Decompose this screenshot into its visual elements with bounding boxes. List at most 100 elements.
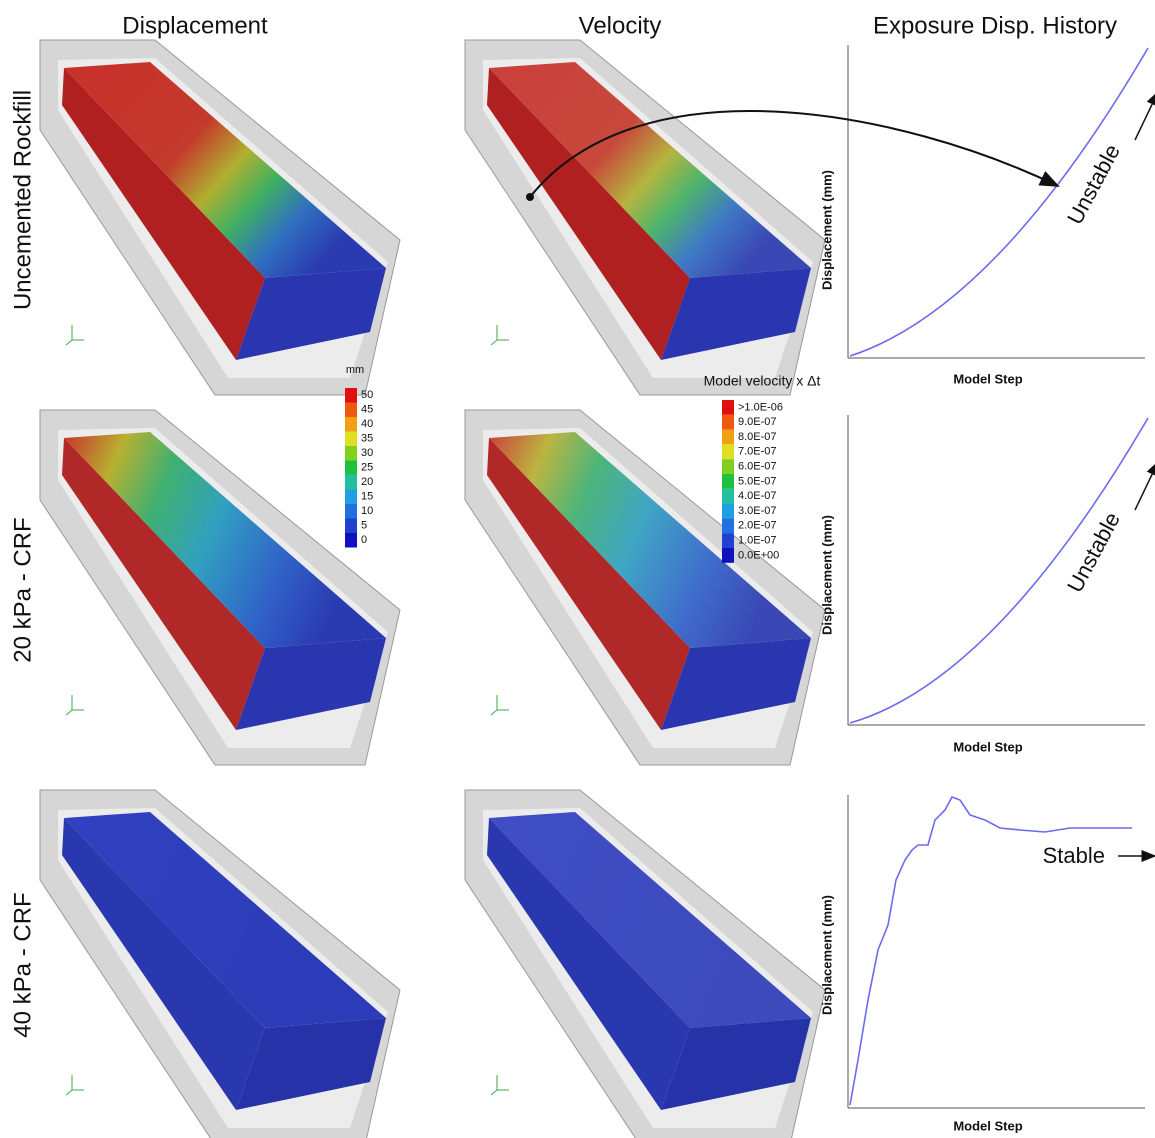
legend-swatch (722, 474, 734, 489)
history-chart: Displacement (mm) Model Step Stable (819, 795, 1155, 1133)
side-face (62, 438, 265, 730)
top-face (489, 432, 811, 648)
legend-label: 1.0E-07 (738, 535, 777, 547)
legend-swatch (345, 475, 357, 490)
curve (849, 417, 1149, 724)
end-face (661, 268, 811, 360)
top-face (489, 62, 811, 278)
legend-swatch (345, 431, 357, 446)
column-header: Velocity (579, 12, 662, 39)
legend-label: 4.0E-07 (738, 490, 777, 502)
annotation: Unstable (1062, 508, 1125, 596)
legend-label: 0.0E+00 (738, 549, 779, 561)
curve (849, 796, 1132, 1106)
legend-label: 20 (361, 476, 373, 488)
legend-swatch (722, 459, 734, 474)
legend-label: >1.0E-06 (738, 401, 783, 413)
x-axis-label: Model Step (953, 371, 1022, 386)
legend-label: 5 (361, 520, 367, 532)
legend-swatch (722, 414, 734, 430)
legend-swatch (345, 417, 357, 432)
top-face (64, 812, 386, 1028)
axis-triad (65, 325, 84, 346)
annotation: Unstable (1062, 140, 1125, 228)
pointer-dot (526, 193, 534, 201)
legend-label: 8.0E-07 (738, 431, 777, 443)
legend-label: 2.0E-07 (738, 520, 777, 532)
legend-swatch (722, 488, 734, 504)
x-axis-label: Model Step (953, 739, 1022, 754)
end-face (236, 268, 386, 360)
column-header: Displacement (122, 12, 268, 39)
arrow (1134, 90, 1155, 141)
legend-label: 6.0E-07 (738, 461, 777, 473)
legend-swatch (345, 460, 357, 475)
legend-swatch (345, 446, 357, 461)
end-face (236, 638, 386, 730)
legend-title: Model velocity x Δt (704, 373, 821, 389)
side-face (62, 68, 265, 360)
legend-label: 9.0E-07 (738, 416, 777, 428)
history-chart: Displacement (mm) Model Step Unstable (819, 415, 1155, 754)
axis-triad (65, 695, 84, 716)
top-face (64, 432, 386, 648)
model-render (39, 39, 401, 396)
model-render (39, 409, 401, 766)
legend-swatch (722, 444, 734, 460)
row-label: Uncemented Rockfill (9, 90, 36, 310)
legend-label: 50 (361, 389, 373, 401)
column-header: Exposure Disp. History (873, 12, 1117, 39)
legend-label: 3.0E-07 (738, 505, 777, 517)
legend-label: 30 (361, 447, 373, 459)
legend-swatch (722, 400, 734, 415)
model-render (464, 39, 826, 396)
legend-swatch (345, 402, 357, 417)
legend-swatch (722, 503, 734, 519)
x-axis-label: Model Step (953, 1118, 1022, 1133)
model-render (39, 789, 401, 1138)
y-axis-label: Displacement (mm) (819, 515, 834, 635)
end-face (661, 1018, 811, 1110)
axis-triad (490, 1075, 509, 1096)
axis-triad (490, 325, 509, 346)
legend-swatch (345, 504, 357, 519)
row-label: 40 kPa - CRF (9, 892, 36, 1037)
row-label: 20 kPa - CRF (9, 517, 36, 662)
legend-label: 5.0E-07 (738, 475, 777, 487)
side-face (487, 818, 690, 1110)
legend-label: 45 (361, 404, 373, 416)
legend-label: 15 (361, 491, 373, 503)
legend-swatch (345, 489, 357, 504)
arrow (1134, 460, 1155, 511)
top-face (489, 812, 811, 1028)
pointer-arrow (529, 110, 1060, 198)
y-axis-label: Displacement (mm) (819, 895, 834, 1015)
legend-swatch (345, 518, 357, 533)
annotation: Stable (1043, 843, 1105, 868)
legend-swatch (345, 533, 357, 548)
legend-title: mm (346, 364, 364, 376)
axis-triad (490, 695, 509, 716)
side-face (487, 68, 690, 360)
y-axis-label: Displacement (mm) (819, 170, 834, 290)
legend-label: 25 (361, 462, 373, 474)
legend-label: 0 (361, 534, 367, 546)
legend-label: 40 (361, 418, 373, 430)
legend-swatch (722, 548, 734, 563)
model-render (464, 409, 826, 766)
legend-swatch (722, 429, 734, 445)
model-render (464, 789, 826, 1138)
top-face (64, 62, 386, 278)
legend-label: 7.0E-07 (738, 446, 777, 458)
legend-swatch (722, 518, 734, 534)
legend-label: 35 (361, 433, 373, 445)
end-face (661, 638, 811, 730)
side-face (487, 438, 690, 730)
history-chart: Displacement (mm) Model Step Unstable (819, 45, 1155, 386)
side-face (62, 818, 265, 1110)
legend-swatch (345, 388, 357, 403)
end-face (236, 1018, 386, 1110)
legend-swatch (722, 533, 734, 548)
legend-label: 10 (361, 505, 373, 517)
